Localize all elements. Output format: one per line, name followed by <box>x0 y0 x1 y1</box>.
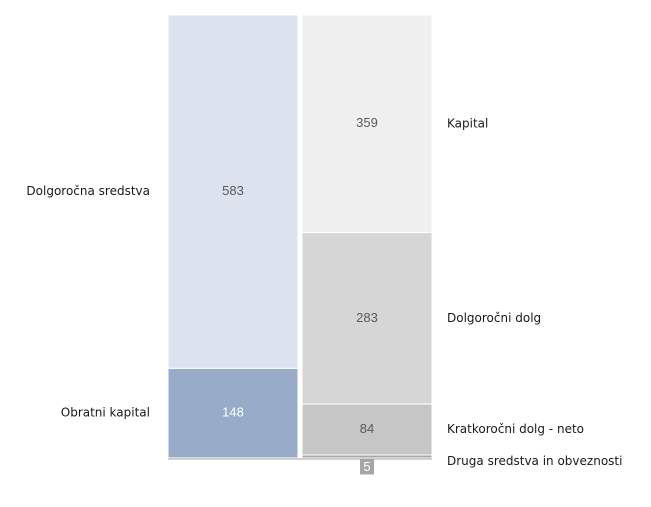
series-label: Kapital <box>447 116 488 130</box>
value-label: 84 <box>360 421 374 436</box>
bar-segment <box>301 14 433 234</box>
value-label: 283 <box>356 310 378 325</box>
value-label: 5 <box>363 459 370 474</box>
bar-segment <box>167 367 299 459</box>
bar-segment <box>301 232 433 405</box>
bar-segment <box>167 14 299 369</box>
value-label: 359 <box>356 115 378 130</box>
value-label: 583 <box>222 183 244 198</box>
bar-segment <box>301 403 433 456</box>
series-label: Kratkoročni dolg - neto <box>447 422 584 436</box>
series-label: Dolgoročni dolg <box>447 311 541 325</box>
series-label: Obratni kapital <box>61 406 150 420</box>
value-label: 148 <box>222 405 244 420</box>
series-label: Druga sredstva in obveznosti <box>447 454 622 468</box>
series-label: Dolgoročna sredstva <box>26 184 150 198</box>
value-label-box <box>360 458 374 475</box>
